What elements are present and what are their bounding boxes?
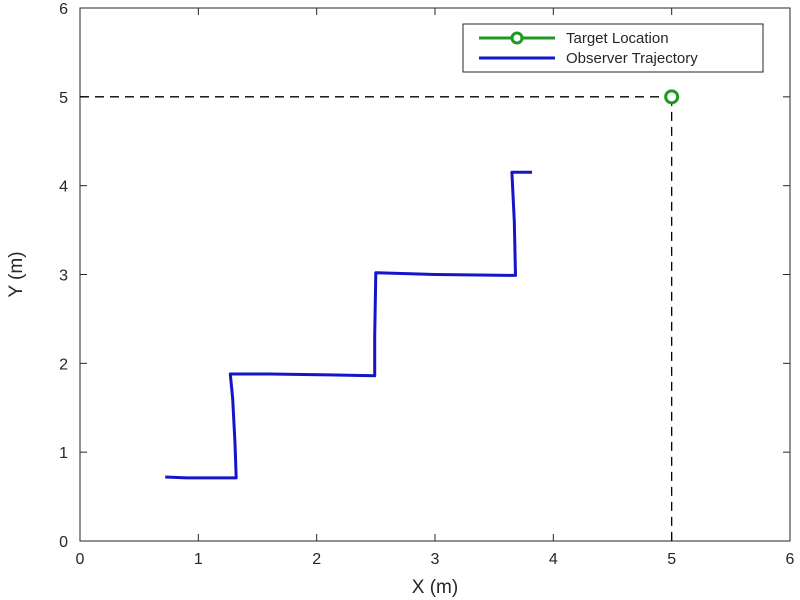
y-tick-label: 6 <box>59 1 68 18</box>
y-tick-label: 5 <box>59 90 68 107</box>
x-tick-label: 5 <box>667 551 676 568</box>
x-axis-title: X (m) <box>412 577 458 598</box>
legend-label-trajectory: Observer Trajectory <box>566 50 698 67</box>
y-tick-label: 4 <box>59 179 68 196</box>
x-tick-label: 0 <box>76 551 85 568</box>
y-tick-label: 2 <box>59 356 68 373</box>
legend-label-target: Target Location <box>566 30 669 47</box>
observer-trajectory-line <box>165 170 532 480</box>
y-tick-label: 0 <box>59 534 68 551</box>
legend: Target Location Observer Trajectory <box>462 23 764 73</box>
legend-marker-target <box>510 31 524 45</box>
x-tick-label: 6 <box>786 551 795 568</box>
y-tick-label: 3 <box>59 268 68 285</box>
target-location-marker <box>664 89 680 105</box>
x-tick-label: 1 <box>194 551 203 568</box>
x-tick-label: 3 <box>431 551 440 568</box>
y-tick-label: 1 <box>59 445 68 462</box>
legend-box <box>462 23 764 73</box>
ticks: 0 1 2 3 4 5 6 0 1 2 3 4 5 6 <box>59 1 794 568</box>
target-guide-lines <box>80 96 673 541</box>
y-axis-title: Y (m) <box>6 251 27 297</box>
x-tick-label: 2 <box>312 551 321 568</box>
x-tick-label: 4 <box>549 551 558 568</box>
series-layer <box>165 89 680 480</box>
